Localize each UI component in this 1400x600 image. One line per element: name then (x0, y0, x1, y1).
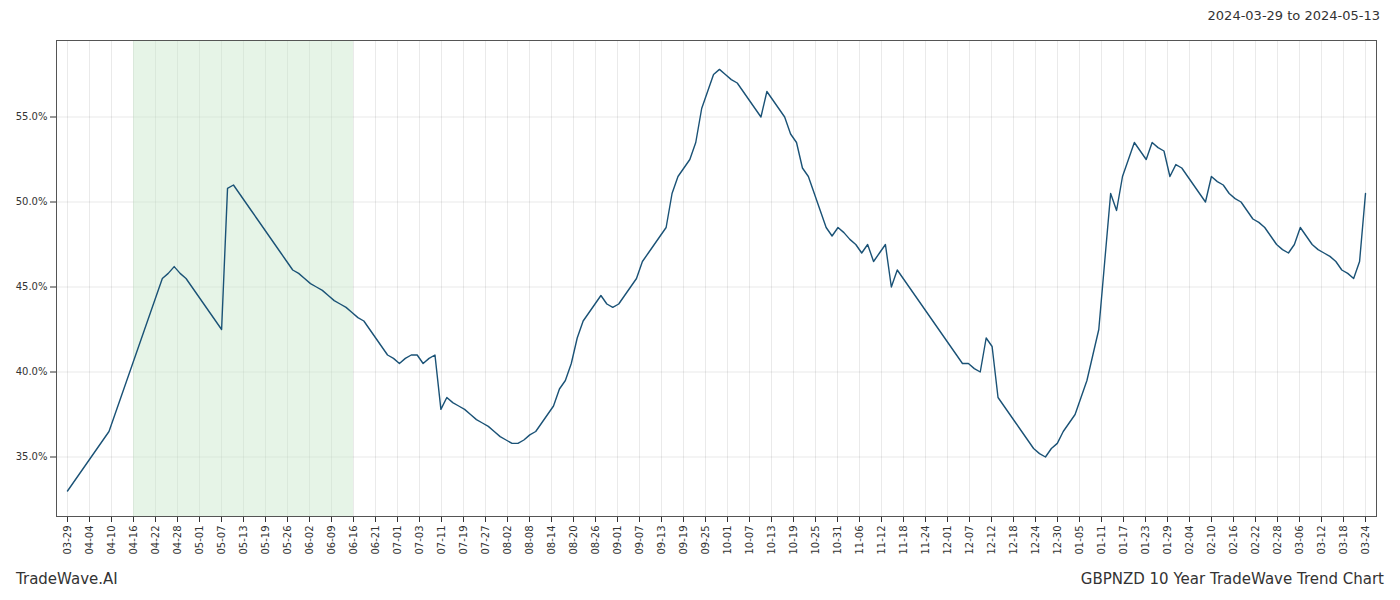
svg-text:50.0%: 50.0% (16, 196, 48, 207)
svg-text:05-13: 05-13 (238, 526, 249, 555)
svg-text:06-09: 06-09 (326, 526, 337, 555)
svg-text:08-14: 08-14 (546, 526, 557, 555)
svg-text:06-16: 06-16 (348, 526, 359, 555)
svg-text:08-08: 08-08 (524, 526, 535, 555)
svg-text:11-24: 11-24 (920, 526, 931, 555)
svg-text:04-28: 04-28 (172, 526, 183, 555)
svg-text:09-25: 09-25 (700, 526, 711, 555)
svg-text:07-27: 07-27 (480, 526, 491, 555)
svg-text:55.0%: 55.0% (16, 111, 48, 122)
svg-text:01-11: 01-11 (1096, 526, 1107, 555)
svg-text:03-24: 03-24 (1360, 526, 1371, 555)
svg-text:12-24: 12-24 (1030, 526, 1041, 555)
svg-text:09-01: 09-01 (612, 526, 623, 555)
svg-text:10-13: 10-13 (766, 526, 777, 555)
svg-text:01-29: 01-29 (1162, 526, 1173, 555)
svg-text:01-05: 01-05 (1074, 526, 1085, 555)
svg-text:35.0%: 35.0% (16, 451, 48, 462)
svg-text:02-04: 02-04 (1184, 526, 1195, 555)
svg-text:07-03: 07-03 (414, 526, 425, 555)
svg-text:10-19: 10-19 (788, 526, 799, 555)
svg-text:09-13: 09-13 (656, 526, 667, 555)
svg-text:01-17: 01-17 (1118, 526, 1129, 555)
svg-text:10-07: 10-07 (744, 526, 755, 555)
svg-text:07-01: 07-01 (392, 526, 403, 555)
svg-text:08-20: 08-20 (568, 526, 579, 555)
svg-text:10-01: 10-01 (722, 526, 733, 555)
svg-text:45.0%: 45.0% (16, 281, 48, 292)
svg-text:05-19: 05-19 (260, 526, 271, 555)
svg-text:12-01: 12-01 (942, 526, 953, 555)
svg-text:02-10: 02-10 (1206, 526, 1217, 555)
svg-text:11-18: 11-18 (898, 526, 909, 555)
svg-text:06-21: 06-21 (370, 526, 381, 555)
svg-text:07-19: 07-19 (458, 526, 469, 555)
svg-text:03-12: 03-12 (1316, 526, 1327, 555)
svg-text:09-19: 09-19 (678, 526, 689, 555)
svg-text:04-22: 04-22 (150, 526, 161, 555)
svg-text:40.0%: 40.0% (16, 366, 48, 377)
svg-text:12-07: 12-07 (964, 526, 975, 555)
svg-text:08-02: 08-02 (502, 526, 513, 555)
svg-text:12-18: 12-18 (1008, 526, 1019, 555)
svg-text:05-07: 05-07 (216, 526, 227, 555)
svg-text:12-12: 12-12 (986, 526, 997, 555)
html-text:GBPNZD 10 Year TradeWave Trend: GBPNZD 10 Year TradeWave Trend Chart (1080, 570, 1384, 588)
svg-text:03-06: 03-06 (1294, 526, 1305, 555)
svg-text:04-04: 04-04 (84, 526, 95, 555)
svg-text:09-07: 09-07 (634, 526, 645, 555)
svg-text:02-28: 02-28 (1272, 526, 1283, 555)
svg-text:02-16: 02-16 (1228, 526, 1239, 555)
svg-text:01-23: 01-23 (1140, 526, 1151, 555)
svg-text:04-16: 04-16 (128, 526, 139, 555)
svg-text:10-31: 10-31 (832, 526, 843, 555)
html-text:2024-03-29 to 2024-05-13: 2024-03-29 to 2024-05-13 (1207, 8, 1380, 23)
svg-text:06-02: 06-02 (304, 526, 315, 555)
svg-text:04-10: 04-10 (106, 526, 117, 555)
svg-text:05-26: 05-26 (282, 526, 293, 555)
svg-text:10-25: 10-25 (810, 526, 821, 555)
html-text:TradeWave.AI: TradeWave.AI (16, 570, 118, 588)
svg-text:08-26: 08-26 (590, 526, 601, 555)
svg-text:11-06: 11-06 (854, 526, 865, 555)
svg-text:12-30: 12-30 (1052, 526, 1063, 555)
svg-text:11-12: 11-12 (876, 526, 887, 555)
svg-text:05-01: 05-01 (194, 526, 205, 555)
svg-text:03-29: 03-29 (62, 526, 73, 555)
svg-text:02-22: 02-22 (1250, 526, 1261, 555)
svg-text:03-18: 03-18 (1338, 526, 1349, 555)
svg-text:07-11: 07-11 (436, 526, 447, 555)
